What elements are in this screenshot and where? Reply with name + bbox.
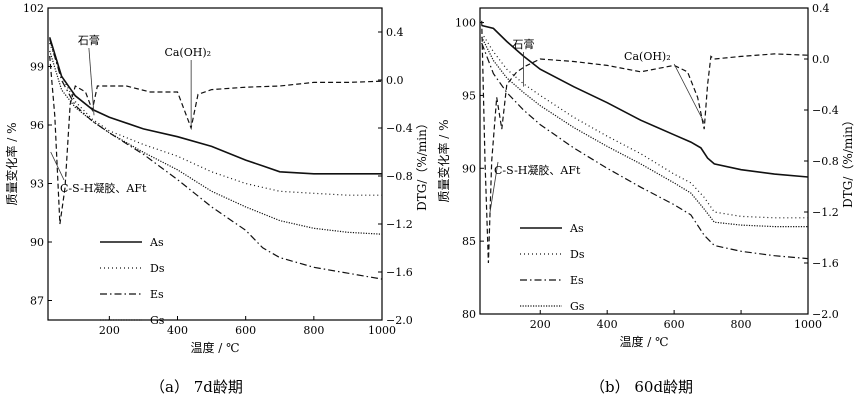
panel-caption: （b） 60d龄期 — [590, 378, 693, 396]
y-left-tick-label: 90 — [462, 162, 476, 175]
x-tick-label: 600 — [235, 324, 256, 337]
series-line-DTG — [49, 55, 383, 225]
annotation-label: 石膏 — [78, 33, 100, 47]
x-axis-label: 温度 / ℃ — [619, 334, 668, 349]
y-right-tick-label: −0.8 — [386, 170, 413, 183]
annotation-leader — [673, 63, 705, 123]
series-line-As — [48, 37, 382, 175]
series-line-Gs — [481, 36, 808, 228]
series-line-Es — [481, 42, 809, 260]
legend-label: As — [569, 222, 584, 235]
legend-label: Gs — [570, 300, 585, 313]
legend-label: Gs — [150, 314, 165, 327]
y-left-tick-label: 90 — [30, 236, 44, 249]
x-tick-label: 400 — [167, 324, 188, 337]
y-right-tick-label: 0.0 — [386, 74, 404, 87]
x-tick-label: 400 — [597, 318, 618, 331]
y-left-tick-label: 95 — [462, 89, 476, 102]
x-tick-label: 1000 — [794, 318, 822, 331]
y-left-tick-label: 102 — [23, 2, 44, 15]
legend-label: As — [149, 236, 164, 249]
y-right-tick-label: 0.4 — [812, 2, 830, 15]
x-tick-label: 200 — [530, 318, 551, 331]
y-left-tick-label: 85 — [462, 235, 476, 248]
annotation-leader — [88, 47, 95, 116]
y-left-axis-label: 质量变化率 / % — [4, 122, 19, 205]
y-right-tick-label: −1.2 — [812, 206, 839, 219]
annotation-label: 石膏 — [513, 37, 535, 51]
series-line-Es — [49, 39, 383, 280]
y-left-axis-label: 质量变化率 / % — [436, 119, 451, 202]
y-right-tick-label: −1.6 — [812, 257, 839, 270]
panel-caption: （a） 7d龄期 — [150, 378, 243, 396]
legend-label: Es — [570, 274, 584, 287]
x-tick-label: 200 — [99, 324, 120, 337]
y-right-tick-label: 0.0 — [812, 53, 830, 66]
y-right-tick-label: −0.8 — [812, 155, 839, 168]
y-right-axis-label: DTG/（%/min） — [841, 114, 855, 208]
series-line-Ds — [481, 32, 808, 219]
y-left-tick-label: 100 — [455, 17, 476, 30]
x-tick-label: 1000 — [368, 324, 396, 337]
x-tick-label: 800 — [731, 318, 752, 331]
y-left-tick-label: 93 — [30, 178, 44, 191]
y-right-tick-label: −0.4 — [386, 122, 413, 135]
y-right-axis-label: DTG/（%/min） — [415, 117, 429, 211]
legend-label: Es — [150, 288, 164, 301]
y-right-tick-label: −2.0 — [812, 308, 839, 321]
y-left-tick-label: 99 — [30, 61, 44, 74]
plot-frame-a — [47, 7, 383, 321]
y-left-tick-label: 96 — [30, 119, 44, 132]
annotation-leader — [50, 151, 65, 181]
y-right-tick-label: −1.6 — [386, 266, 413, 279]
annotation-label: C-S-H凝胶、AFt — [494, 163, 581, 177]
legend-label: Ds — [570, 248, 585, 261]
series-line-Gs — [49, 50, 383, 235]
x-axis-label: 温度 / ℃ — [190, 340, 239, 355]
series-line-Ds — [49, 42, 382, 196]
y-right-tick-label: −0.4 — [812, 104, 839, 117]
y-left-tick-label: 87 — [30, 295, 44, 308]
annotation-label: C-S-H凝胶、AFt — [60, 181, 147, 195]
y-right-tick-label: −2.0 — [386, 314, 413, 327]
x-tick-label: 800 — [303, 324, 324, 337]
series-line-DTG — [481, 20, 809, 264]
y-right-tick-label: 0.4 — [386, 26, 404, 39]
legend-label: Ds — [150, 262, 165, 275]
annotation-leader — [489, 161, 499, 213]
annotation-label: Ca(OH)₂ — [164, 46, 211, 59]
y-left-tick-label: 80 — [462, 308, 476, 321]
series-line-As — [481, 24, 809, 178]
x-tick-label: 600 — [664, 318, 685, 331]
annotation-label: Ca(OH)₂ — [624, 50, 671, 63]
y-right-tick-label: −1.2 — [386, 218, 413, 231]
